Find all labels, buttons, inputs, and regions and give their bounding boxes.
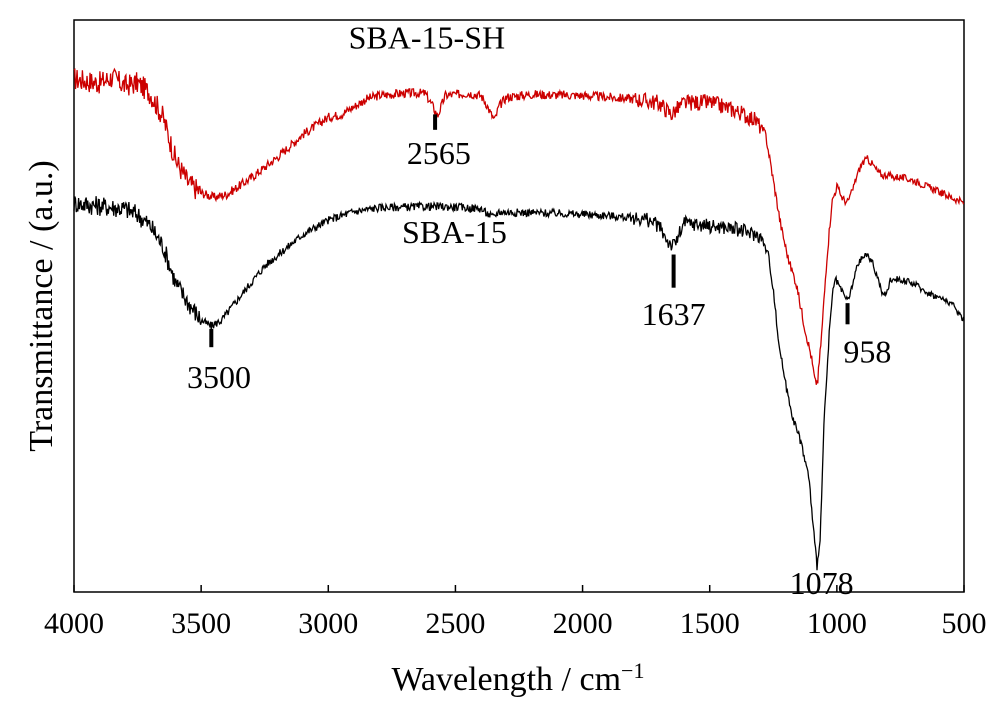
annotation-layer: SBA-15-SH SBA-15 2565 3500 1637 958 1078 (187, 20, 891, 601)
peak-label-3500: 3500 (187, 359, 251, 395)
peak-label-1078: 1078 (790, 565, 854, 601)
series-label-sba-15: SBA-15 (402, 214, 507, 250)
series-layer (73, 67, 965, 571)
y-axis-title: Transmittance / (a.u.) (23, 160, 60, 451)
series-label-sba-15-sh: SBA-15-SH (349, 20, 505, 56)
series-line-sba-15 (73, 196, 965, 571)
x-axis-title: Wavelength / cm−1 (392, 658, 645, 698)
peak-label-958: 958 (843, 333, 891, 369)
x-tick-label-500: 500 (942, 607, 987, 640)
x-tick-label-2000: 2000 (553, 607, 613, 640)
x-tick-label-1500: 1500 (680, 607, 740, 640)
x-tick-label-3000: 3000 (298, 607, 358, 640)
x-tick-label-4000: 4000 (44, 607, 104, 640)
x-axis: 4000 3500 3000 2500 2000 1500 1000 500 (44, 585, 987, 640)
x-axis-title-main: Wavelength / cm (392, 661, 622, 698)
x-axis-title-superscript: −1 (621, 658, 644, 683)
plot-frame (73, 19, 965, 593)
x-tick-label-2500: 2500 (425, 607, 485, 640)
x-tick-label-3500: 3500 (171, 607, 231, 640)
peak-label-2565: 2565 (407, 135, 471, 171)
peak-label-1637: 1637 (642, 296, 706, 332)
series-line-sba-15-sh (73, 67, 965, 385)
x-tick-label-1000: 1000 (807, 607, 867, 640)
